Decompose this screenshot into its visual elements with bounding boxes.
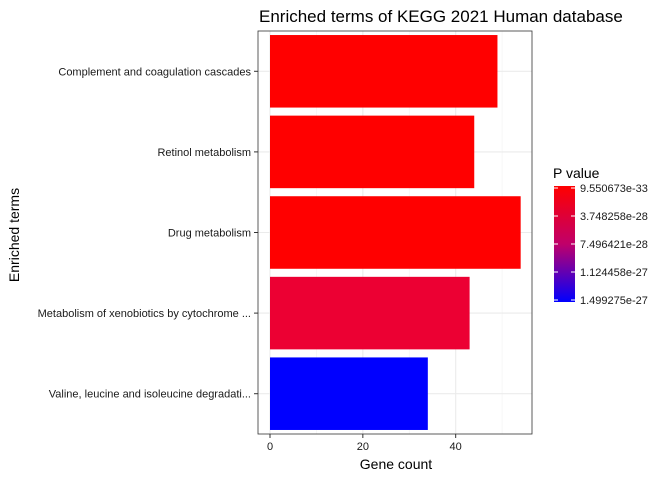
- legend-colorbar: [554, 186, 575, 302]
- bar: [270, 115, 475, 189]
- legend-label: 7.496421e-28: [580, 239, 648, 251]
- x-axis-ticks: 0 20 40: [267, 434, 462, 453]
- bar: [270, 196, 521, 269]
- legend-label: 9.550673e-33: [580, 183, 648, 195]
- bar: [270, 276, 470, 350]
- bar: [270, 357, 428, 430]
- y-tick-label: Retinol metabolism: [157, 147, 251, 159]
- x-tick-label: 40: [450, 441, 462, 453]
- x-tick-label: 20: [357, 441, 369, 453]
- y-axis-ticks: Complement and coagulation cascades Retin…: [38, 66, 258, 401]
- bars: [270, 35, 521, 430]
- y-tick-label: Drug metabolism: [168, 228, 251, 240]
- legend-label: 1.499275e-27: [580, 295, 648, 307]
- y-tick-label: Metabolism of xenobiotics by cytochrome …: [38, 308, 251, 320]
- y-axis-title: Enriched terms: [6, 188, 22, 282]
- y-tick-label: Valine, leucine and isoleucine degradati…: [49, 389, 251, 401]
- x-tick-label: 0: [267, 441, 273, 453]
- panel-border: [257, 30, 533, 435]
- bar: [270, 35, 498, 108]
- y-tick-label: Complement and coagulation cascades: [58, 66, 251, 78]
- legend-ticks: 9.550673e-33 3.748258e-28 7.496421e-28 1.12…: [554, 183, 648, 307]
- legend-label: 1.124458e-27: [580, 267, 648, 279]
- chart-title: Enriched terms of KEGG 2021 Human databa…: [259, 7, 623, 26]
- x-axis-title: Gene count: [360, 456, 432, 472]
- legend-label: 3.748258e-28: [580, 211, 648, 223]
- legend-title: P value: [553, 165, 600, 181]
- legend: P value 9.550673e-33 3.748258e-28 7.496421…: [553, 165, 648, 307]
